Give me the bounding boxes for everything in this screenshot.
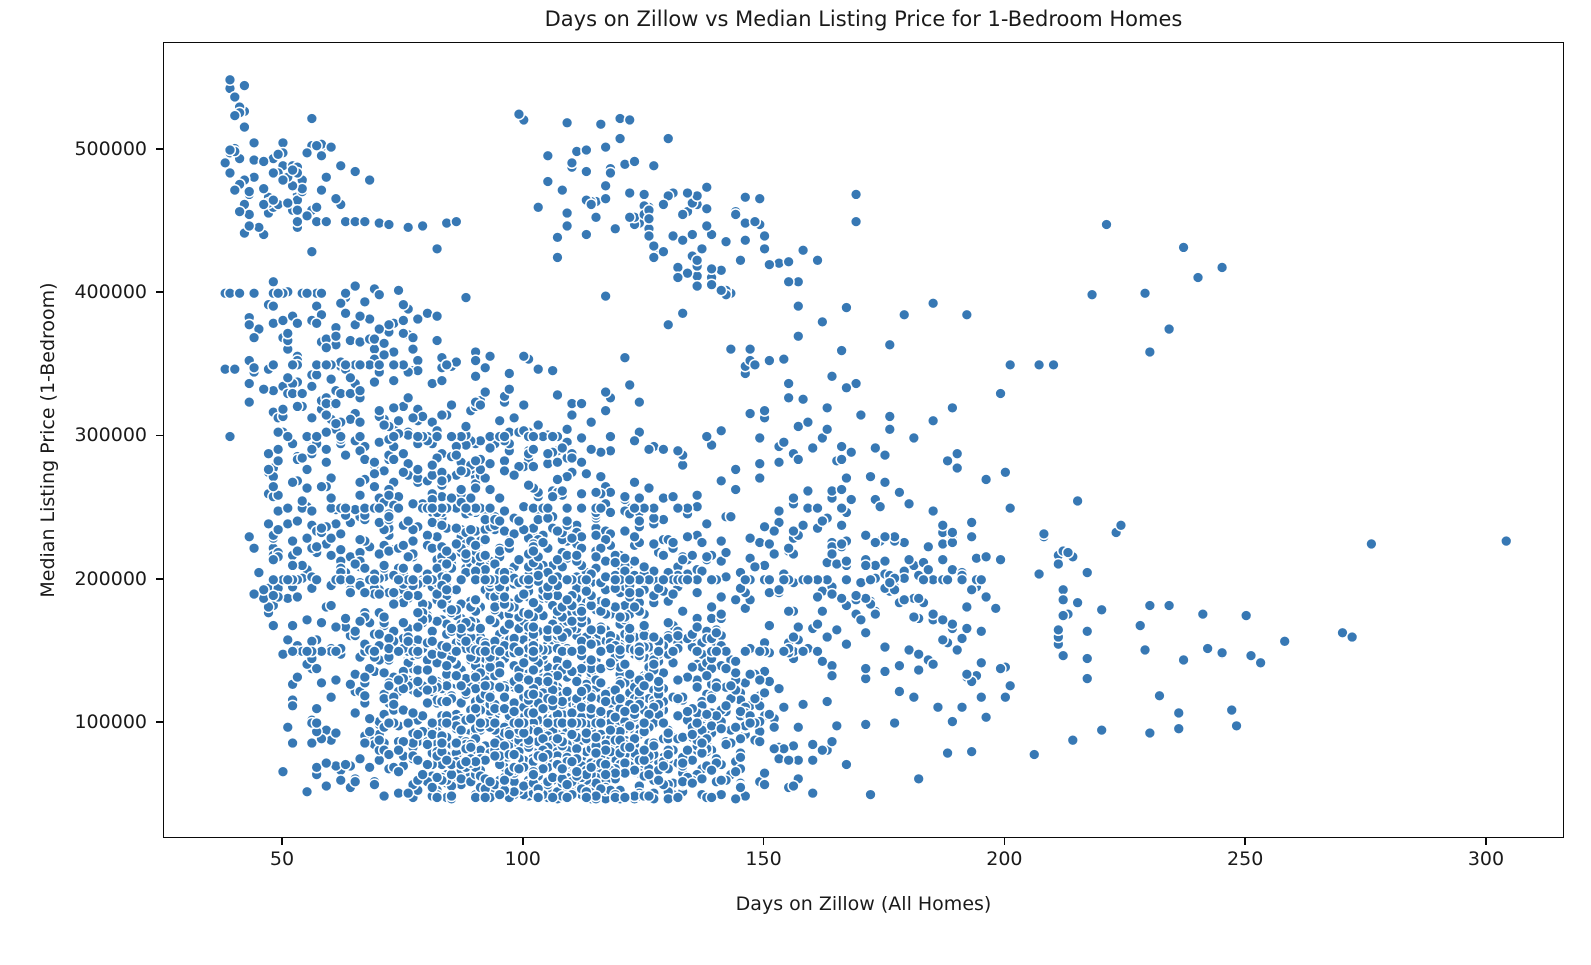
x-tick-label: 200 xyxy=(986,848,1023,870)
y-tick-label: 300000 xyxy=(74,424,147,447)
plot-area xyxy=(163,42,1565,839)
y-tick-label: 500000 xyxy=(74,138,147,160)
x-axis-label: Days on Zillow (All Homes) xyxy=(735,893,992,915)
x-tick-label: 250 xyxy=(1227,848,1264,870)
y-tick-label: 400000 xyxy=(74,281,147,304)
y-tick-label: 100000 xyxy=(74,710,147,733)
scatter-canvas xyxy=(164,43,1565,839)
y-tick-mark xyxy=(156,721,163,723)
y-tick-label: 200000 xyxy=(74,567,147,590)
x-tick-label: 150 xyxy=(745,848,782,870)
x-tick-mark xyxy=(1244,838,1246,845)
x-tick-mark xyxy=(1485,838,1487,845)
x-tick-mark xyxy=(1003,838,1006,845)
y-tick-mark xyxy=(156,434,163,437)
y-tick-mark xyxy=(156,148,163,150)
x-tick-mark xyxy=(521,838,524,845)
y-tick-mark xyxy=(156,291,163,294)
y-tick-mark xyxy=(156,577,163,580)
x-tick-mark xyxy=(281,838,283,845)
x-tick-mark xyxy=(762,838,765,845)
x-tick-label: 50 xyxy=(269,848,295,870)
y-axis-label: Median Listing Price (1-Bedroom) xyxy=(37,282,59,598)
x-tick-label: 300 xyxy=(1467,848,1505,870)
x-tick-label: 100 xyxy=(504,848,541,870)
chart-title: Days on Zillow vs Median Listing Price f… xyxy=(544,7,1183,31)
